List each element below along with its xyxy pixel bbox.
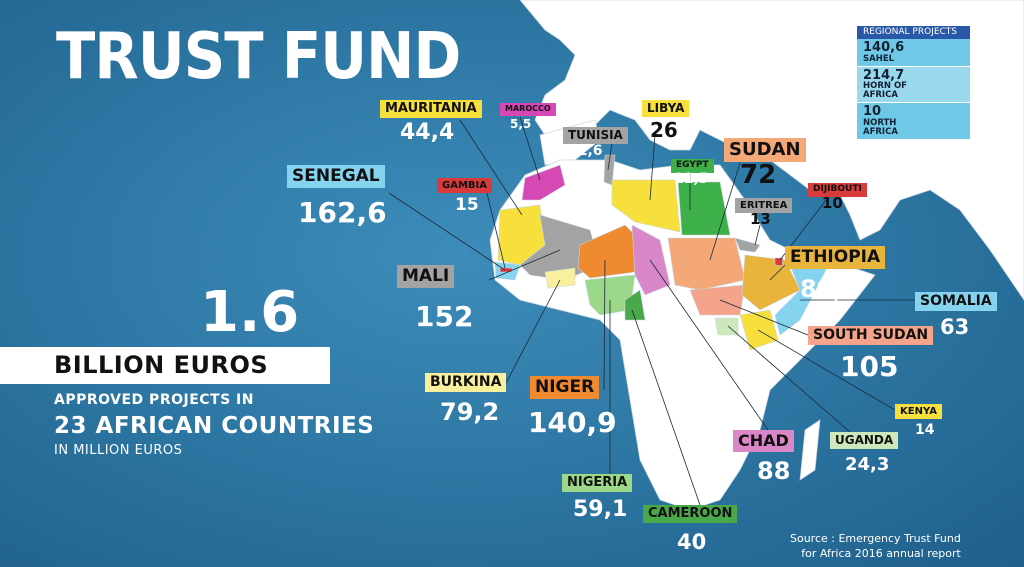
regional-projects-box: REGIONAL PROJECTS 140,6 SAHEL 214,7 HORN O… [856, 25, 971, 140]
regional-value: 140,6 [863, 40, 905, 55]
regional-name: SAHEL [863, 53, 895, 64]
country-value: 152 [415, 300, 474, 333]
country-label-libya: LIBYA [642, 100, 690, 118]
country-label-kenya: KENYA [895, 404, 942, 419]
country-label-ethiopia: ETHIOPIA [785, 246, 886, 269]
country-value: 72 [740, 160, 777, 190]
subtitle-line2: 23 AFRICAN COUNTRIES [54, 413, 375, 439]
page-title: TRUST FUND [56, 20, 461, 94]
country-label-niger: NIGER [530, 376, 600, 399]
regional-value: 214,7 [863, 67, 905, 83]
region-nigeria [584, 274, 636, 316]
country-value: 11,6 [568, 143, 603, 159]
regional-header: REGIONAL PROJECTS [857, 26, 970, 39]
subtitle-line1: APPROVED PROJECTS IN [54, 392, 254, 408]
country-label-burkina: BURKINA [425, 373, 507, 393]
country-label-uganda: UGANDA [830, 432, 899, 450]
country-label-sudan: SUDAN [724, 138, 806, 162]
region-egypt [677, 181, 731, 236]
country-value: 14 [915, 422, 935, 438]
country-value: 140,9 [528, 406, 617, 439]
country-value: 10 [822, 194, 843, 212]
country-value: 89,5 [800, 275, 860, 303]
regional-item: 214,7 HORN OF AFRICA [857, 65, 970, 103]
country-value: 162,6 [298, 196, 387, 229]
total-amount: 1.6 [200, 280, 300, 345]
regional-item: 140,6 SAHEL [857, 39, 970, 66]
region-south-sudan [689, 284, 746, 316]
country-value: 15 [455, 195, 479, 215]
country-value: 44,4 [400, 120, 455, 145]
country-label-marocco: MAROCCO [500, 103, 556, 116]
region-morocco [521, 164, 566, 201]
country-label-senegal: SENEGAL [287, 165, 385, 188]
total-unit: BILLION EUROS [0, 347, 330, 384]
country-value: 11,5 [674, 171, 709, 187]
source-line2: for Africa 2016 annual report [801, 546, 961, 560]
madagascar-land [799, 419, 821, 481]
country-label-chad: CHAD [733, 430, 794, 452]
region-djibouti [774, 257, 784, 267]
country-value: 24,3 [845, 454, 890, 475]
subtitle-line3: IN MILLION EUROS [54, 443, 183, 458]
regional-item: 10 NORTH AFRICA [857, 102, 970, 139]
region-uganda [714, 317, 739, 336]
country-value: 105 [840, 350, 899, 383]
country-value: 26 [650, 118, 678, 142]
country-label-tunisia: TUNISIA [563, 127, 628, 145]
country-value: 40 [677, 530, 707, 554]
country-label-mali: MALI [397, 265, 455, 288]
regional-value: 10 [863, 104, 882, 120]
region-burkina [544, 267, 576, 289]
country-label-south-sudan: SOUTH SUDAN [808, 326, 934, 346]
region-cameroon [624, 289, 646, 321]
country-label-mauritania: MAURITANIA [380, 100, 482, 119]
region-eritrea [734, 237, 761, 253]
region-sudan [667, 237, 746, 291]
country-value: 88 [757, 457, 791, 485]
region-chad [631, 224, 671, 296]
country-value: 5,5 [510, 117, 532, 131]
country-label-gambia: GAMBIA [437, 178, 492, 193]
country-label-cameroon: CAMEROON [643, 505, 738, 524]
region-libya [611, 179, 681, 233]
region-kenya [739, 309, 779, 351]
source-line1: Source : Emergency Trust Fund [790, 532, 961, 545]
regional-name: NORTH AFRICA [863, 117, 898, 137]
country-value: 59,1 [573, 497, 628, 522]
country-value: 79,2 [440, 398, 500, 426]
country-label-eritrea: ERITREA [735, 198, 793, 213]
regional-name: HORN OF AFRICA [863, 81, 907, 101]
country-label-dijibouti: DIJIBOUTI [808, 183, 867, 197]
country-label-egypt: EGYPT [671, 159, 714, 173]
country-label-somalia: SOMALIA [915, 292, 997, 312]
country-value: 63 [940, 315, 970, 339]
country-value: 13 [750, 210, 771, 228]
country-label-nigeria: NIGERIA [562, 474, 633, 493]
leader-lines [388, 116, 915, 506]
source-note: Source : Emergency Trust Fund for Africa … [790, 532, 961, 562]
